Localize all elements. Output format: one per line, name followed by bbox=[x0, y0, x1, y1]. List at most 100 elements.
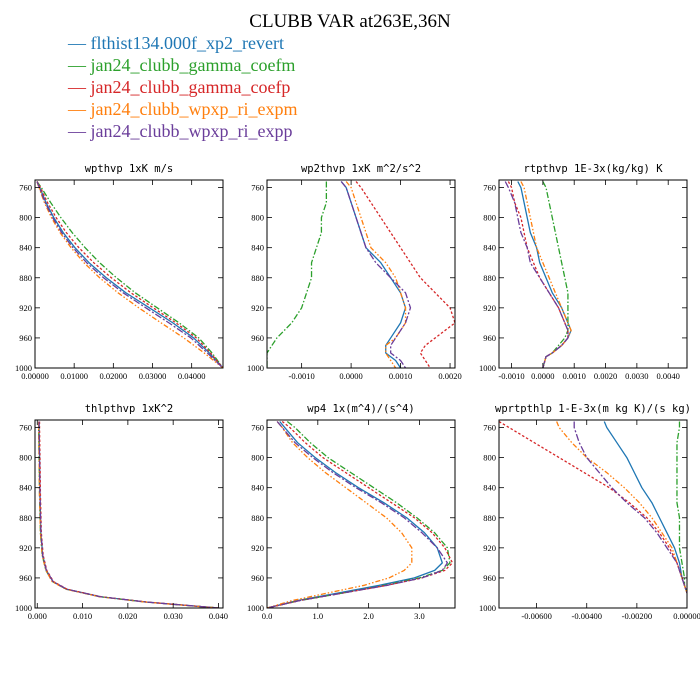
x-tick-label: 0.0030 bbox=[625, 371, 648, 381]
series-line-1 bbox=[340, 181, 407, 368]
series-line-3 bbox=[507, 181, 569, 368]
panel-title: wp4 1x(m^4)/(s^4) bbox=[307, 403, 414, 415]
y-tick-label: 1000 bbox=[247, 603, 264, 613]
series-line-4 bbox=[37, 421, 219, 608]
y-tick-label: 960 bbox=[19, 573, 32, 583]
panel-title: rtpthvp 1E-3x(kg/kg) K bbox=[523, 163, 663, 175]
series-line-5 bbox=[267, 421, 449, 608]
panel-5: wp4 1x(m^4)/(s^4) 760 800 840 880 920 960 10000… bbox=[247, 403, 456, 621]
y-tick-label: 1000 bbox=[15, 363, 32, 373]
plot-frame bbox=[266, 179, 456, 369]
y-tick-label: 760 bbox=[483, 183, 496, 193]
plot-frame bbox=[34, 419, 224, 609]
x-tick-label: -0.00400 bbox=[571, 611, 601, 621]
series-group bbox=[37, 421, 219, 608]
plot-frame bbox=[34, 179, 224, 369]
y-tick-label: 840 bbox=[251, 483, 264, 493]
series-group bbox=[36, 181, 223, 368]
series-line-5 bbox=[504, 181, 569, 368]
y-tick-label: 960 bbox=[251, 573, 264, 583]
series-group bbox=[504, 181, 572, 368]
series-line-2 bbox=[267, 181, 328, 368]
series-line-4 bbox=[345, 181, 407, 368]
y-tick-label: 760 bbox=[19, 183, 32, 193]
y-tick-label: 920 bbox=[19, 543, 32, 553]
series-group bbox=[267, 420, 454, 608]
legend-swatch-3: — bbox=[67, 77, 91, 97]
y-tick-label: 840 bbox=[19, 243, 32, 253]
legend-entry-2: — jan24_clubb_gamma_coefm bbox=[67, 55, 295, 75]
series-line-3 bbox=[355, 181, 455, 368]
x-tick-label: 0.000 bbox=[28, 611, 47, 621]
legend-label-2: jan24_clubb_gamma_coefm bbox=[90, 55, 296, 75]
x-tick-label: 0.020 bbox=[118, 611, 137, 621]
series-line-3 bbox=[499, 420, 687, 594]
series-line-1 bbox=[603, 421, 687, 594]
panel-3: rtpthvp 1E-3x(kg/kg) K 760 800 840 880 920 960… bbox=[479, 163, 688, 381]
y-tick-label: 1000 bbox=[15, 603, 32, 613]
y-tick-label: 880 bbox=[483, 273, 496, 283]
y-tick-label: 1000 bbox=[247, 363, 264, 373]
legend-entry-4: — jan24_clubb_wpxp_ri_expm bbox=[67, 99, 297, 119]
series-line-5 bbox=[340, 181, 412, 368]
panel-4: thlpthvp 1xK^2 760 800 840 880 920 960 10000.00… bbox=[15, 403, 228, 621]
series-line-2 bbox=[267, 420, 451, 608]
y-tick-label: 840 bbox=[251, 243, 264, 253]
panels: wpthvp 1xK m/s76080084088092096010000.00… bbox=[15, 163, 700, 621]
x-tick-label: 0.01000 bbox=[60, 371, 88, 381]
y-tick-label: 800 bbox=[19, 453, 32, 463]
x-tick-label: 2.0 bbox=[363, 611, 374, 621]
plot-frame bbox=[498, 179, 688, 369]
x-tick-label: 1.0 bbox=[312, 611, 323, 621]
y-tick-label: 840 bbox=[483, 483, 496, 493]
y-tick-label: 880 bbox=[251, 273, 264, 283]
y-tick-label: 840 bbox=[483, 243, 496, 253]
series-line-2 bbox=[676, 421, 687, 594]
legend-label-5: jan24_clubb_wpxp_ri_expp bbox=[90, 121, 293, 141]
y-tick-label: 800 bbox=[251, 213, 264, 223]
panel-title: thlpthvp 1xK^2 bbox=[85, 403, 174, 415]
y-tick-label: 960 bbox=[19, 333, 32, 343]
y-tick-label: 880 bbox=[19, 273, 32, 283]
series-group bbox=[499, 420, 687, 594]
y-tick-label: 760 bbox=[483, 423, 496, 433]
panel-title: wprtpthlp 1-E-3x(m kg K)/(s kg) bbox=[495, 403, 691, 415]
panel-title: wpthvp 1xK m/s bbox=[85, 163, 174, 175]
y-tick-label: 960 bbox=[251, 333, 264, 343]
legend-label-4: jan24_clubb_wpxp_ri_expm bbox=[90, 99, 298, 119]
plot-frame bbox=[266, 419, 456, 609]
x-tick-label: 0.0020 bbox=[438, 371, 461, 381]
series-line-1 bbox=[36, 181, 223, 368]
series-line-5 bbox=[38, 421, 219, 608]
panel-1: wpthvp 1xK m/s 760 800 840 880 920 960 10000.00… bbox=[15, 163, 224, 381]
y-tick-label: 920 bbox=[251, 543, 264, 553]
x-tick-label: 0.0000 bbox=[531, 371, 554, 381]
y-tick-label: 920 bbox=[251, 303, 264, 313]
x-tick-label: -0.00200 bbox=[622, 611, 652, 621]
x-tick-label: 0.0000 bbox=[339, 371, 362, 381]
x-tick-label: 0.04000 bbox=[178, 371, 206, 381]
series-line-5 bbox=[573, 421, 687, 594]
series-line-2 bbox=[36, 181, 223, 368]
legend-label-1: flthist134.000f_xp2_revert bbox=[91, 33, 284, 53]
figure-title: CLUBB VAR at263E,36N bbox=[249, 11, 451, 32]
y-tick-label: 800 bbox=[483, 213, 496, 223]
series-line-4 bbox=[556, 421, 687, 594]
series-line-4 bbox=[36, 181, 223, 368]
x-tick-label: 0.0 bbox=[262, 611, 273, 621]
x-tick-label: 0.040 bbox=[209, 611, 228, 621]
y-tick-label: 1000 bbox=[479, 363, 496, 373]
series-line-5 bbox=[36, 181, 223, 368]
x-tick-label: 0.0010 bbox=[563, 371, 586, 381]
legend-swatch-1: — bbox=[67, 33, 91, 53]
series-line-3 bbox=[267, 420, 454, 608]
x-tick-label: 0.0040 bbox=[657, 371, 680, 381]
x-tick-label: -0.00600 bbox=[521, 611, 551, 621]
y-tick-label: 760 bbox=[251, 423, 264, 433]
panel-2: wp2thvp 1xK m^2/s^2 760 800 840 880 920 960 100… bbox=[247, 163, 462, 381]
y-tick-label: 1000 bbox=[479, 603, 496, 613]
x-tick-label: 0.0020 bbox=[594, 371, 617, 381]
panel-title: wp2thvp 1xK m^2/s^2 bbox=[301, 163, 421, 175]
series-line-3 bbox=[36, 181, 223, 368]
